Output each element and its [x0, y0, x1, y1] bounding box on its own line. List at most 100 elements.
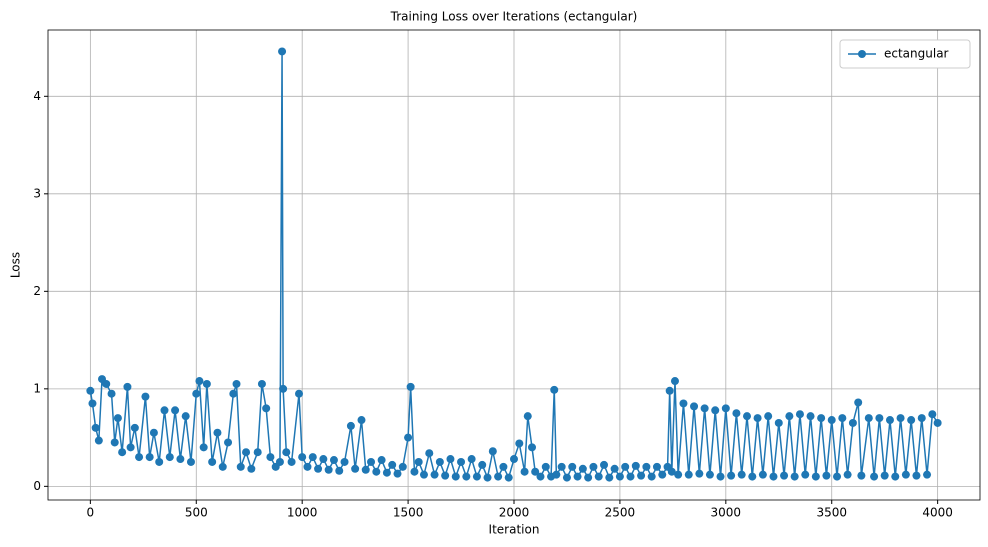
data-point	[557, 462, 566, 471]
data-point	[329, 456, 338, 465]
data-point	[753, 414, 762, 423]
data-point	[737, 470, 746, 479]
data-point	[721, 404, 730, 413]
data-point	[658, 470, 667, 479]
data-point	[335, 466, 344, 475]
data-point	[160, 406, 169, 415]
data-point	[690, 402, 699, 411]
data-point	[801, 470, 810, 479]
data-point	[102, 379, 111, 388]
data-point	[642, 462, 651, 471]
data-point	[705, 470, 714, 479]
data-point	[199, 443, 208, 452]
data-point	[141, 392, 150, 401]
data-point	[126, 443, 135, 452]
data-point	[351, 464, 360, 473]
data-point	[478, 460, 487, 469]
data-point	[262, 404, 271, 413]
y-tick-label: 3	[33, 186, 41, 200]
data-point	[410, 467, 419, 476]
data-point	[208, 457, 217, 466]
data-point	[594, 472, 603, 481]
data-point	[319, 455, 328, 464]
data-point	[367, 457, 376, 466]
data-point	[610, 464, 619, 473]
data-point	[488, 447, 497, 456]
data-point	[870, 472, 879, 481]
data-point	[314, 464, 323, 473]
data-point	[848, 418, 857, 427]
data-point	[118, 448, 127, 457]
data-point	[552, 470, 561, 479]
data-point	[303, 462, 312, 471]
data-point	[605, 473, 614, 482]
legend: ectangular	[839, 39, 971, 69]
data-point	[811, 472, 820, 481]
data-point	[472, 472, 481, 481]
data-point	[232, 379, 241, 388]
data-point	[550, 385, 559, 394]
data-point	[732, 409, 741, 418]
data-point	[91, 423, 100, 432]
data-point	[665, 386, 674, 395]
data-point	[933, 418, 942, 427]
data-point	[130, 423, 139, 432]
data-point	[531, 467, 540, 476]
data-point	[135, 453, 144, 462]
data-point	[523, 412, 532, 421]
data-point	[510, 455, 518, 464]
data-point	[113, 414, 122, 423]
data-point	[795, 410, 804, 419]
data-point	[716, 472, 725, 481]
data-point	[155, 457, 164, 466]
data-point	[107, 389, 116, 398]
data-point	[213, 428, 222, 437]
data-point	[361, 465, 370, 474]
data-point	[382, 468, 391, 477]
data-point	[743, 412, 751, 421]
data-point	[278, 47, 287, 56]
data-point	[202, 379, 211, 388]
data-point	[568, 462, 577, 471]
data-point	[494, 472, 503, 481]
data-point	[229, 389, 238, 398]
data-point	[647, 472, 656, 481]
data-point	[880, 471, 889, 480]
data-point	[462, 472, 471, 481]
data-point	[295, 389, 304, 398]
data-point	[192, 389, 201, 398]
data-point	[748, 472, 757, 481]
loss-line	[89, 51, 939, 481]
data-point	[584, 473, 593, 482]
data-point	[758, 470, 767, 479]
data-point	[414, 457, 423, 466]
data-point	[833, 472, 842, 481]
data-point	[419, 470, 428, 479]
data-point	[425, 449, 434, 458]
data-point	[857, 471, 866, 480]
legend-label: ectangular	[884, 47, 949, 61]
data-point	[600, 460, 609, 469]
data-point	[780, 471, 789, 480]
data-point	[589, 462, 598, 471]
data-point	[88, 399, 97, 408]
data-point	[700, 404, 709, 413]
data-point	[785, 412, 794, 421]
data-point	[298, 453, 307, 462]
data-point	[186, 457, 195, 466]
data-point	[504, 473, 513, 482]
data-point	[626, 472, 635, 481]
data-point	[242, 448, 251, 457]
data-point	[573, 472, 582, 481]
data-point	[827, 416, 836, 425]
data-point	[404, 433, 413, 442]
data-point	[907, 416, 916, 425]
data-point	[287, 457, 296, 466]
data-point	[875, 414, 884, 423]
y-tick-label: 1	[33, 381, 41, 395]
data-point	[430, 470, 439, 479]
data-point	[891, 472, 900, 481]
data-point	[536, 472, 545, 481]
legend-marker	[858, 50, 866, 58]
